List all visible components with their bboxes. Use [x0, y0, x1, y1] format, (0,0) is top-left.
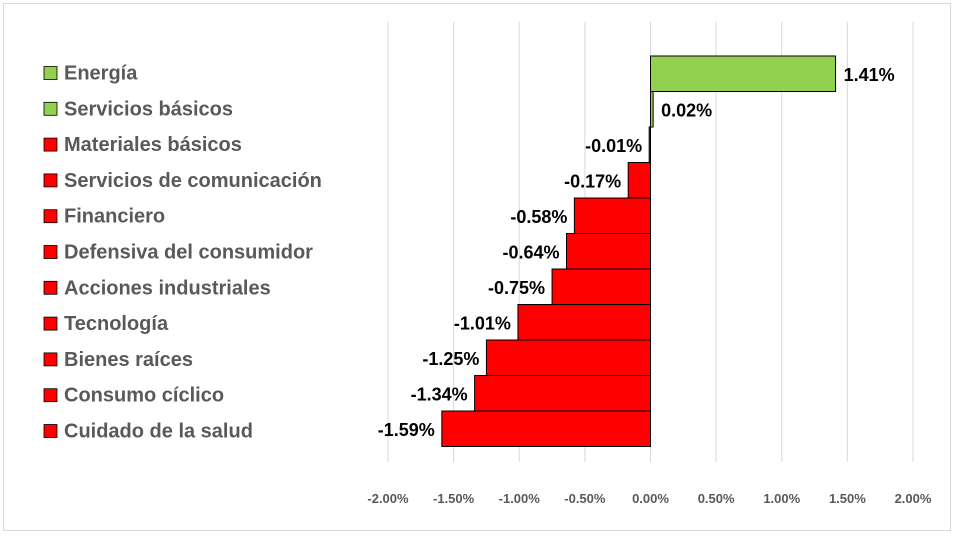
legend-swatch	[43, 388, 58, 403]
data-label: -1.25%	[422, 349, 479, 369]
legend-swatch	[43, 352, 58, 367]
legend-swatch	[43, 280, 58, 295]
legend-swatch	[43, 66, 58, 80]
x-tick-label: 2.00%	[895, 491, 932, 506]
legend-label: Servicios básicos	[64, 98, 233, 120]
data-label: -1.34%	[411, 384, 468, 404]
legend-label: Financiero	[64, 206, 165, 228]
bar	[650, 91, 654, 128]
x-tick-label: 0.50%	[698, 491, 735, 506]
bar	[573, 197, 651, 234]
legend-label: Consumo cíclico	[64, 385, 224, 407]
bar	[551, 268, 651, 305]
bar	[517, 304, 651, 341]
data-label: -0.01%	[585, 136, 642, 156]
legend-label: Energía	[64, 63, 138, 85]
x-tick-label: 1.00%	[763, 491, 800, 506]
data-label: -0.75%	[488, 278, 545, 298]
data-label: -0.17%	[564, 171, 621, 191]
legend-label: Materiales básicos	[64, 134, 242, 156]
legend-swatch	[43, 316, 58, 331]
legend-swatch	[43, 173, 58, 188]
data-label: -0.58%	[510, 207, 567, 227]
legend-swatch	[43, 209, 58, 224]
legend-label: Cuidado de la salud	[64, 421, 253, 443]
x-tick-label: -0.50%	[564, 491, 606, 506]
bar	[485, 339, 651, 376]
legend-label: Bienes raíces	[64, 349, 193, 371]
data-label: -1.01%	[454, 313, 511, 333]
x-tick-label: 1.50%	[829, 491, 866, 506]
x-tick-label: -2.00%	[367, 491, 409, 506]
bar	[566, 233, 651, 270]
legend-swatch	[43, 424, 58, 438]
legend-swatch	[43, 137, 58, 152]
legend-label: Acciones industriales	[64, 277, 271, 299]
bar	[627, 162, 651, 199]
chart-frame	[3, 3, 951, 531]
bar	[474, 375, 651, 412]
bar	[441, 410, 651, 447]
legend-swatch	[43, 245, 58, 259]
legend-label: Defensiva del consumidor	[64, 242, 313, 264]
bar	[650, 55, 837, 92]
data-label: 1.41%	[844, 65, 895, 85]
data-label: -0.64%	[502, 242, 559, 262]
data-label: 0.02%	[661, 100, 712, 120]
data-label: -1.59%	[378, 420, 435, 440]
legend-label: Tecnología	[64, 313, 169, 335]
x-tick-label: -1.00%	[499, 491, 541, 506]
legend-swatch	[43, 101, 58, 116]
legend-label: Servicios de comunicación	[64, 170, 322, 192]
bar	[648, 126, 651, 163]
x-tick-label: -1.50%	[433, 491, 475, 506]
x-tick-label: 0.00%	[632, 491, 669, 506]
